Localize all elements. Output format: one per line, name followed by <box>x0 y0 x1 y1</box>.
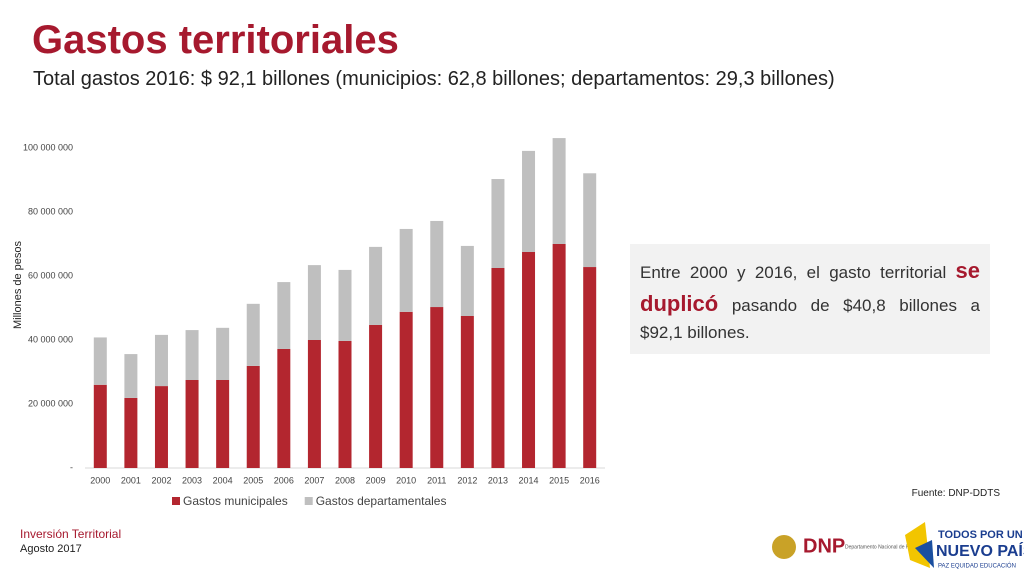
logo-text: Departamento Nacional de Planeación <box>845 544 931 550</box>
bar-segment <box>460 316 474 468</box>
x-tick-label: 2011 <box>427 475 446 485</box>
bar-segment <box>583 173 597 268</box>
bar-segment <box>491 179 505 268</box>
x-tick-label: 2004 <box>213 475 233 485</box>
x-tick-label: 2001 <box>121 475 141 485</box>
bar-segment <box>277 348 291 468</box>
bar-segment <box>185 380 199 468</box>
bar-segment <box>369 324 383 468</box>
dnp-logo: DNP Departamento Nacional de Planeación <box>772 535 931 559</box>
subtitle: Total gastos 2016: $ 92,1 billones (muni… <box>33 68 835 90</box>
x-tick-label: 2000 <box>90 475 110 485</box>
x-tick-label: 2005 <box>243 475 263 485</box>
legend-swatch <box>304 497 313 505</box>
y-tick-label: 20 000 000 <box>28 398 73 408</box>
gov-logo: TODOS POR UN NUEVO PAÍS PAZ EQUIDAD EDUC… <box>905 522 1024 570</box>
x-tick-label: 2009 <box>366 475 386 485</box>
callout: Entre 2000 y 2016, el gasto territorial … <box>630 244 990 354</box>
x-tick-label: 2016 <box>580 475 600 485</box>
bar-segment <box>154 386 168 468</box>
logo-shape <box>915 540 934 568</box>
bar-segment <box>93 384 107 468</box>
logo-text: DNP <box>803 535 845 557</box>
source: Fuente: DNP-DDTS <box>911 488 1000 499</box>
bar-segment <box>307 340 321 468</box>
bar-segment <box>460 245 474 316</box>
bar-segment <box>522 252 536 468</box>
y-tick-label: 100 000 000 <box>23 142 73 152</box>
bar-segment <box>552 138 566 244</box>
x-tick-label: 2010 <box>396 475 416 485</box>
logo-text: TODOS POR UN <box>938 529 1023 541</box>
bar-segment <box>583 267 597 468</box>
footer-date: Agosto 2017 <box>20 543 82 555</box>
bar-segment <box>216 380 230 468</box>
bar-segment <box>399 311 413 468</box>
footer-title: Inversión Territorial <box>20 527 122 541</box>
title: Gastos territoriales <box>32 18 399 62</box>
bar-segment <box>246 365 260 468</box>
x-tick-label: 2008 <box>335 475 355 485</box>
bar-segment <box>93 337 107 385</box>
x-tick-label: 2006 <box>274 475 294 485</box>
callout-highlight: se duplicó <box>640 258 980 316</box>
x-tick-label: 2015 <box>549 475 569 485</box>
y-tick-label: 80 000 000 <box>28 206 73 216</box>
y-tick-label: - <box>70 462 73 472</box>
legend-label: Gastos departamentales <box>316 494 447 508</box>
logo-text: PAZ EQUIDAD EDUCACIÓN <box>938 563 1016 570</box>
x-tick-label: 2003 <box>182 475 202 485</box>
legend-label: Gastos municipales <box>183 494 288 508</box>
x-tick-label: 2013 <box>488 475 508 485</box>
bar-segment <box>522 150 536 252</box>
bar-segment <box>277 282 291 349</box>
bar-segment <box>246 303 260 366</box>
bar-segment <box>185 330 199 380</box>
x-tick-label: 2002 <box>151 475 171 485</box>
logo-seal <box>772 535 796 559</box>
logo-text: NUEVO PAÍS <box>936 541 1024 560</box>
bar-segment <box>430 307 444 468</box>
bar-segment <box>338 269 352 341</box>
bar-segment <box>307 265 321 340</box>
bar-segment <box>124 397 138 468</box>
bar-segment <box>216 327 230 380</box>
bar-segment <box>154 334 168 387</box>
x-tick-label: 2007 <box>304 475 324 485</box>
bar-segment <box>491 268 505 468</box>
legend-swatch <box>172 497 180 505</box>
x-tick-label: 2012 <box>457 475 477 485</box>
bar-segment <box>552 244 566 468</box>
callout-text: Entre 2000 y 2016, el gasto territorial <box>640 263 956 282</box>
y-tick-label: 60 000 000 <box>28 270 73 280</box>
bar-segment <box>399 228 413 312</box>
bar-segment <box>369 246 383 325</box>
y-tick-label: 40 000 000 <box>28 334 73 344</box>
y-axis-label: Millones de pesos <box>12 240 24 329</box>
bar-segment <box>430 220 444 308</box>
bar-segment <box>124 354 138 398</box>
callout-text: pasando de $40,8 billones a $92,1 billon… <box>640 296 980 342</box>
x-tick-label: 2014 <box>519 475 539 485</box>
bar-segment <box>338 340 352 468</box>
